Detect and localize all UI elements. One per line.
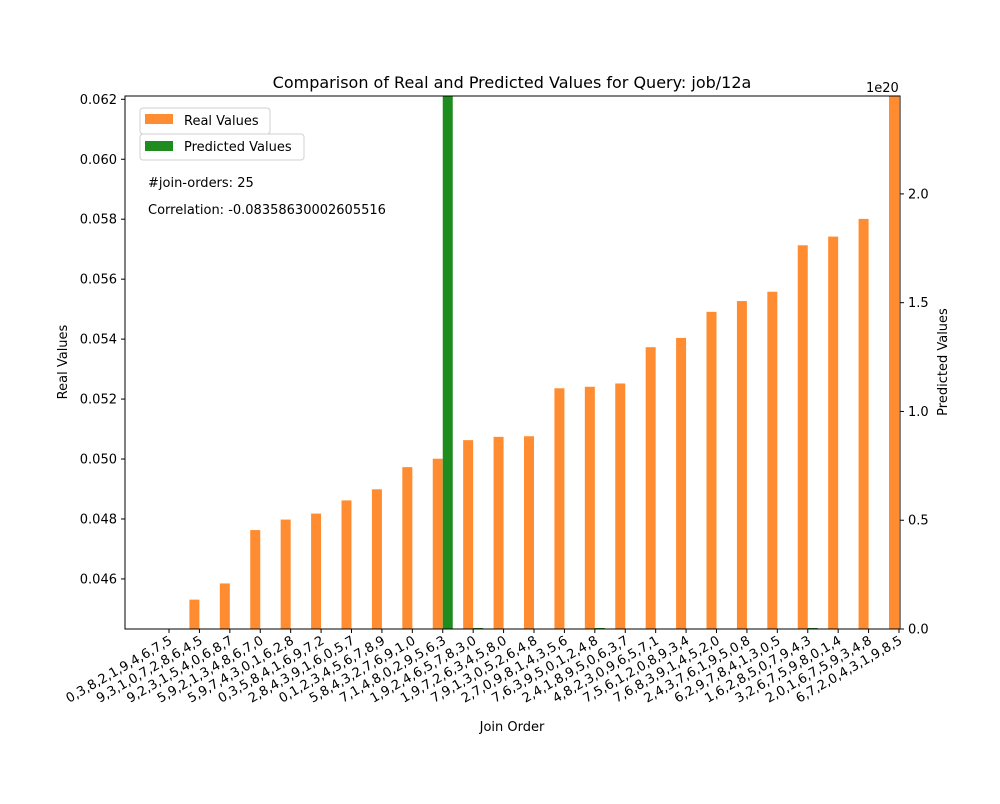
legend-swatch-real (145, 114, 173, 124)
y2-tick-label-3: 1.5 (908, 296, 929, 311)
bar-real-2 (219, 583, 230, 629)
bar-real-16 (645, 347, 656, 629)
y-tick-label-8: 0.062 (80, 93, 117, 108)
left-axis-ticks: 0.046 0.048 0.050 0.052 0.054 0.056 0.058 0.060… (80, 93, 125, 587)
axes-layer (124, 95, 901, 630)
chart-title: Comparison of Real and Predicted Values … (273, 73, 752, 92)
bar-real-20 (767, 291, 778, 629)
bar-real-21 (797, 245, 808, 629)
y-tick-label-2: 0.050 (80, 453, 117, 468)
bar-real-4 (280, 519, 291, 629)
bar-real-24 (889, 96, 899, 629)
legend-label-real: Real Values (184, 114, 259, 129)
y-tick-label-4: 0.054 (80, 333, 117, 348)
legend-label-predicted: Predicted Values (184, 140, 292, 155)
y-tick-label-7: 0.060 (80, 153, 117, 168)
y2-tick-label-4: 2.0 (908, 187, 929, 202)
plot-frame (124, 95, 901, 630)
right-axis-ticks: 0.0 0.5 1.0 1.5 2.0 (900, 187, 929, 638)
bar-real-23 (858, 218, 869, 629)
bar-predicted-9 (442, 96, 453, 629)
bar-real-3 (250, 530, 261, 629)
annotation-correlation: Correlation: -0.08358630002605516 (148, 203, 386, 218)
bar-real-14 (584, 386, 595, 629)
legend: Real Values Predicted Values (139, 107, 305, 161)
bar-real-6 (341, 500, 352, 629)
y2-tick-label-1: 0.5 (908, 514, 929, 529)
bar-real-1 (189, 599, 200, 629)
legend-swatch-predicted (145, 141, 173, 151)
bar-real-5 (311, 513, 322, 629)
y2-axis-label: Predicted Values (936, 308, 951, 416)
bar-real-7 (371, 489, 382, 629)
x-axis-ticks: 0,3,8,2,1,9,4,6,7,59,3,1,0,7,2,8,6,4,59,… (64, 629, 905, 706)
bar-real-17 (676, 337, 687, 629)
y2-tick-label-0: 0.0 (908, 623, 929, 638)
y-tick-label-1: 0.048 (80, 512, 117, 527)
legend-box-predicted (139, 133, 305, 161)
bars-layer (189, 96, 899, 629)
y-tick-label-6: 0.058 (80, 213, 117, 228)
bar-real-18 (706, 311, 717, 629)
bar-real-12 (524, 436, 534, 629)
bar-real-13 (554, 388, 565, 629)
bar-real-19 (736, 301, 747, 629)
y-tick-label-0: 0.046 (80, 572, 117, 587)
annotation-join-orders: #join-orders: 25 (148, 176, 254, 191)
y-tick-label-5: 0.056 (80, 273, 117, 288)
y2-axis-multiplier: 1e20 (866, 81, 899, 96)
bar-real-15 (615, 383, 626, 629)
x-axis-label: Join Order (479, 720, 545, 735)
y-axis-label: Real Values (56, 324, 71, 399)
bar-real-8 (402, 467, 413, 629)
bar-real-22 (828, 236, 839, 629)
y2-tick-label-2: 1.0 (908, 405, 929, 420)
y-tick-label-3: 0.052 (80, 393, 117, 408)
bar-real-11 (493, 436, 504, 629)
bar-real-10 (463, 440, 474, 629)
bar-real-9 (432, 458, 443, 629)
